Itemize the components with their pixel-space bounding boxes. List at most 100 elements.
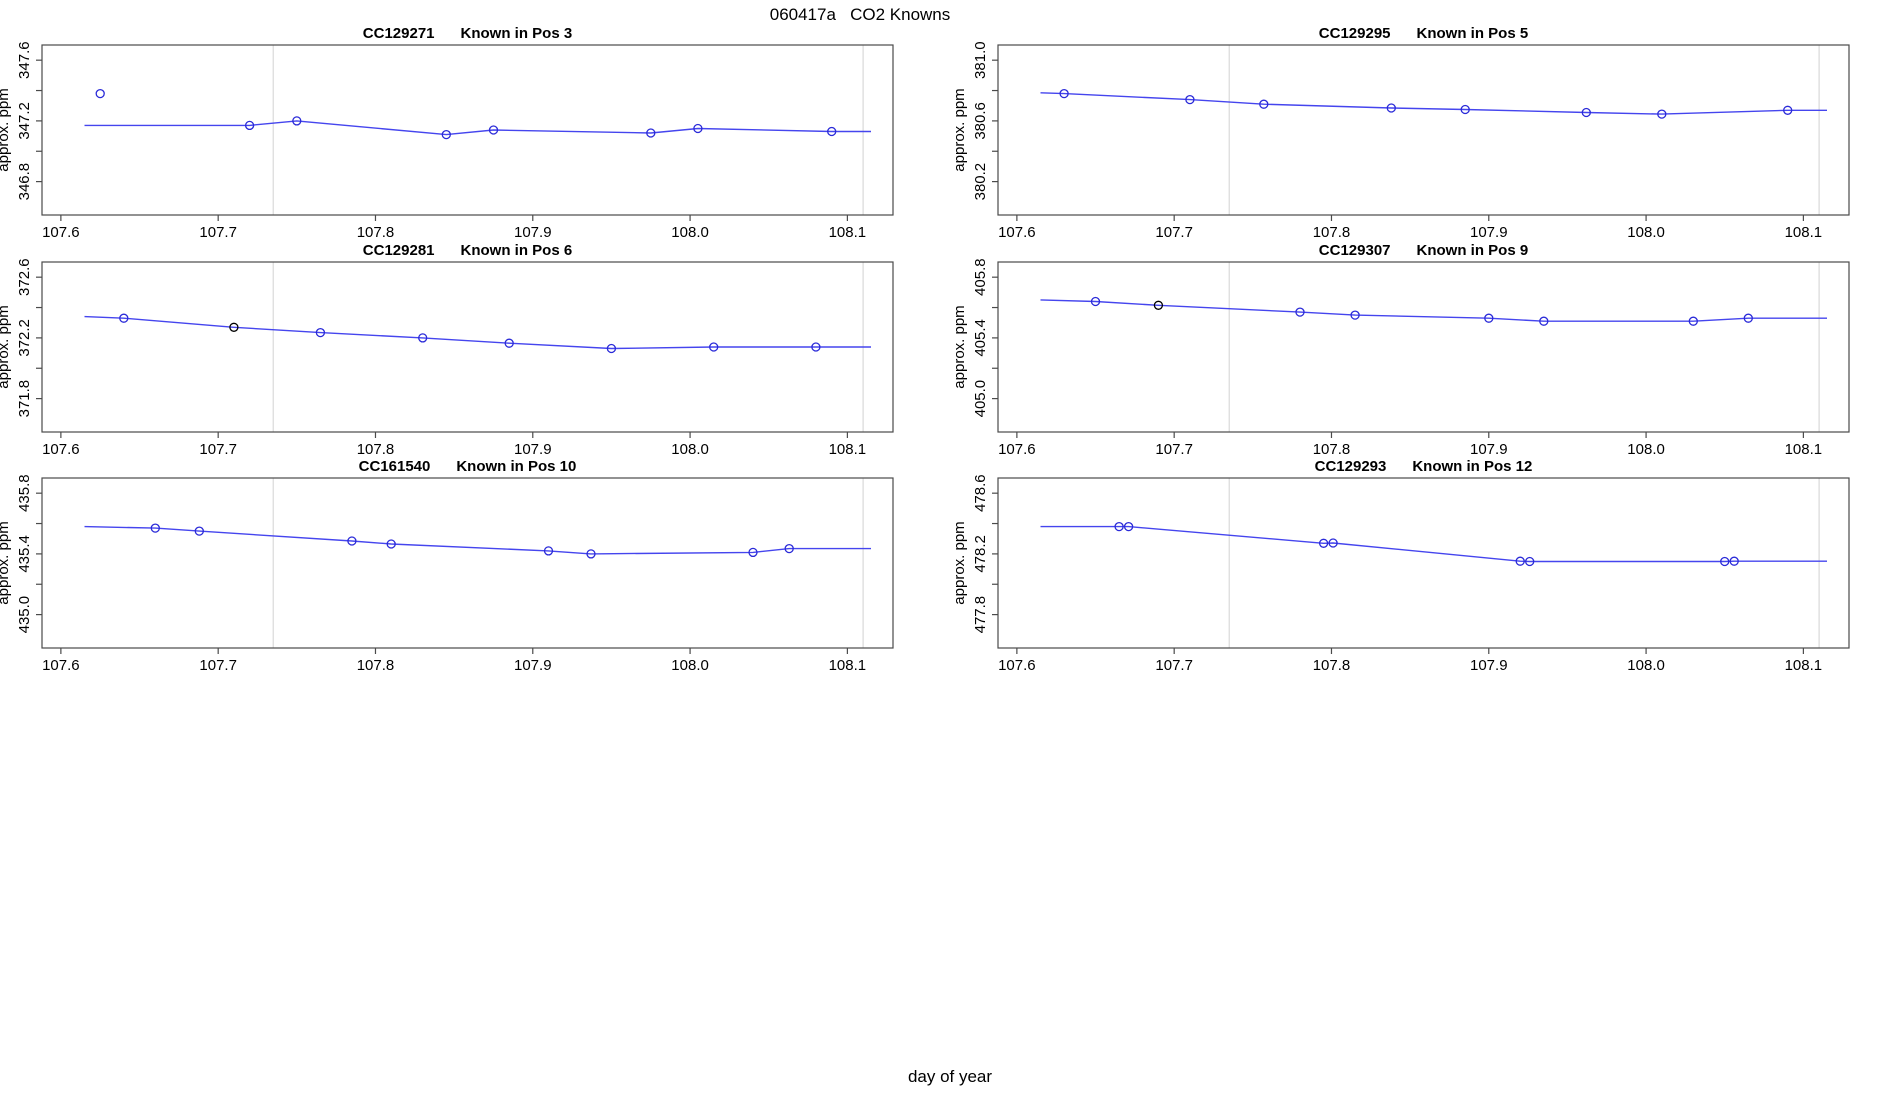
data-point	[606, 343, 617, 354]
x-tick-label: 107.9	[514, 441, 552, 458]
panel-title: CC129281 Known in Pos 6	[363, 242, 572, 259]
data-point	[1460, 104, 1470, 115]
data-point	[1386, 103, 1396, 113]
data-line	[84, 315, 871, 350]
data-line	[1040, 525, 1827, 563]
x-tick-label: 107.7	[1155, 657, 1193, 674]
data-point	[748, 547, 758, 558]
y-tick-label: 435.8	[16, 474, 33, 512]
x-tick-label: 107.6	[998, 657, 1036, 674]
panel: 107.6 107.7 107.8 107.9 108.0 108.1 405.0 405.4…	[951, 242, 1850, 458]
x-tick-label: 108.0	[671, 224, 709, 241]
y-axis-title: approx. ppm	[0, 305, 12, 388]
data-point	[1059, 88, 1069, 99]
y-tick-label: 346.8	[16, 163, 33, 201]
panel: 107.6 107.7 107.8 107.9 108.0 108.1 477.8 478.2…	[951, 458, 1850, 674]
panel-title: CC129295 Known in Pos 5	[1319, 25, 1528, 42]
data-point	[1114, 521, 1124, 532]
data-point	[1720, 556, 1730, 567]
x-tick-label: 107.7	[199, 224, 237, 241]
x-tick-label: 107.9	[514, 657, 552, 674]
x-tick-label: 107.6	[42, 657, 80, 674]
data-point	[1783, 105, 1793, 115]
data-point	[1185, 94, 1195, 105]
y-tick-label: 381.0	[972, 41, 989, 79]
x-axis-title: day of year	[907, 1067, 993, 1086]
data-point	[1328, 538, 1338, 548]
data-point	[1484, 313, 1494, 323]
panel: 107.6 107.7 107.8 107.9 108.0 108.1 435.0 435.4…	[0, 458, 894, 674]
data-point	[1350, 310, 1360, 320]
panel: 107.6 107.7 107.8 107.9 108.0 108.1 380.2 380.6…	[951, 25, 1850, 241]
figure-title: 060417a CO2 Knowns	[769, 5, 951, 24]
data-point	[194, 526, 204, 536]
y-tick-label: 435.4	[16, 535, 33, 573]
plot-box	[41, 44, 894, 216]
y-axis-title: approx. ppm	[951, 521, 968, 604]
y-tick-label: 371.8	[16, 380, 33, 418]
data-point	[693, 123, 703, 134]
panel-title: CC161540 Known in Pos 10	[359, 458, 577, 475]
x-tick-label: 108.1	[829, 224, 867, 241]
data-point	[1123, 521, 1134, 532]
x-tick-label: 108.1	[1785, 441, 1823, 458]
data-point	[543, 546, 554, 556]
data-point	[386, 539, 396, 549]
y-tick-label: 405.8	[972, 258, 989, 296]
data-point	[504, 338, 514, 348]
plot-box	[997, 44, 1850, 216]
y-tick-label: 405.0	[972, 380, 989, 418]
y-tick-label: 380.2	[972, 163, 989, 201]
y-tick-label: 405.4	[972, 319, 989, 357]
data-point	[347, 536, 357, 546]
data-line	[84, 525, 871, 555]
y-tick-label: 435.0	[16, 596, 33, 634]
data-point	[1743, 313, 1753, 323]
y-tick-label: 347.2	[16, 102, 33, 140]
panel-title: CC129271 Known in Pos 3	[363, 25, 572, 42]
data-point	[1539, 316, 1549, 326]
y-axis-title: approx. ppm	[0, 521, 12, 604]
x-tick-label: 107.8	[357, 224, 395, 241]
data-point	[1318, 538, 1329, 548]
panel-title: CC129293 Known in Pos 12	[1315, 458, 1533, 475]
data-point	[1688, 316, 1698, 326]
x-tick-label: 107.9	[1470, 657, 1508, 674]
y-tick-label: 478.6	[972, 474, 989, 512]
plot-box	[41, 261, 894, 433]
x-tick-label: 108.1	[1785, 657, 1823, 674]
data-point	[1729, 556, 1739, 566]
x-tick-label: 107.7	[199, 441, 237, 458]
x-tick-label: 107.6	[998, 441, 1036, 458]
x-tick-label: 107.9	[1470, 224, 1508, 241]
x-tick-label: 107.8	[357, 441, 395, 458]
data-point	[709, 342, 719, 352]
data-point	[827, 126, 837, 137]
x-tick-label: 107.7	[1155, 224, 1193, 241]
x-tick-label: 108.0	[1627, 657, 1665, 674]
panel-title: CC129307 Known in Pos 9	[1319, 242, 1528, 259]
x-tick-label: 108.0	[1627, 441, 1665, 458]
x-tick-label: 107.8	[1313, 224, 1351, 241]
y-axis-title: approx. ppm	[951, 88, 968, 171]
x-tick-label: 107.6	[42, 224, 80, 241]
y-tick-label: 372.2	[16, 319, 33, 357]
x-tick-label: 107.9	[514, 224, 552, 241]
panel: 107.6 107.7 107.8 107.9 108.0 108.1 346.8 347.2…	[0, 25, 894, 241]
plot-box	[997, 261, 1850, 433]
plot-box	[997, 477, 1850, 649]
data-point	[315, 327, 326, 338]
y-tick-label: 477.8	[972, 596, 989, 634]
x-tick-label: 108.1	[829, 657, 867, 674]
data-point	[119, 313, 129, 323]
data-point	[811, 342, 821, 352]
data-line	[1040, 299, 1827, 322]
data-point	[646, 128, 656, 138]
data-point	[1581, 107, 1591, 118]
data-point	[244, 120, 255, 131]
x-tick-label: 108.0	[1627, 224, 1665, 241]
y-tick-label: 478.2	[972, 535, 989, 573]
x-tick-label: 108.1	[829, 441, 867, 458]
x-tick-label: 107.7	[1155, 441, 1193, 458]
